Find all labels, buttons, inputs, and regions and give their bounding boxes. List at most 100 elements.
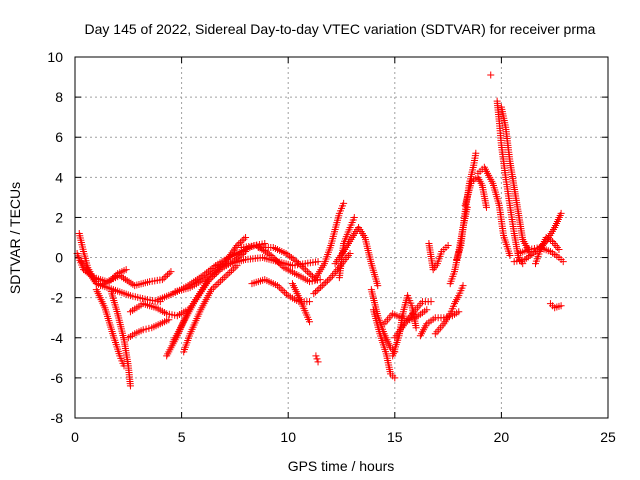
data-point-fill xyxy=(222,272,230,280)
data-point-fill xyxy=(238,237,246,245)
data-point-fill xyxy=(524,253,532,261)
y-tick-label: 6 xyxy=(55,129,63,145)
data-point xyxy=(459,282,467,290)
data-point-fill xyxy=(213,280,221,288)
data-point-fill xyxy=(286,252,294,260)
chart-title: Day 145 of 2022, Sidereal Day-to-day VTE… xyxy=(85,21,596,37)
data-point-fill xyxy=(160,274,168,282)
data-point-fill xyxy=(224,270,232,278)
data-point xyxy=(506,252,514,260)
data-point-fill xyxy=(228,249,236,257)
data-point-fill xyxy=(269,253,277,261)
x-tick-label: 20 xyxy=(494,429,510,445)
data-point-fill xyxy=(164,271,172,279)
data-point-fill xyxy=(523,254,531,262)
data-point-fill xyxy=(235,240,243,248)
data-point-fill xyxy=(323,277,331,285)
data-point-fill xyxy=(295,259,303,267)
data-point-fill xyxy=(407,311,415,319)
data-points xyxy=(73,71,567,390)
plot-frame xyxy=(74,56,609,419)
data-point xyxy=(557,302,565,310)
data-point-fill xyxy=(274,258,282,266)
data-point-fill xyxy=(218,275,226,283)
data-point xyxy=(139,326,147,334)
data-point xyxy=(233,242,241,250)
data-point-fill xyxy=(403,316,411,324)
y-tick-label: 10 xyxy=(47,49,63,65)
data-point-fill xyxy=(228,267,236,275)
y-axis-label: SDTVAR / TECUs xyxy=(7,182,23,294)
data-point xyxy=(455,308,463,316)
x-tick-label: 5 xyxy=(178,429,186,445)
data-point-fill xyxy=(211,282,219,290)
data-point-fill xyxy=(281,288,289,296)
data-point-fill xyxy=(162,272,170,280)
data-point-fill xyxy=(277,285,285,293)
data-point xyxy=(391,374,399,382)
data-point xyxy=(312,352,320,360)
data-point xyxy=(374,282,382,290)
data-point-fill xyxy=(311,288,319,296)
data-point xyxy=(423,306,431,314)
x-tick-label: 0 xyxy=(71,429,79,445)
data-point-fill xyxy=(325,275,333,283)
data-point-fill xyxy=(302,266,310,274)
data-point xyxy=(310,290,318,298)
data-point-fill xyxy=(230,245,238,253)
data-point xyxy=(444,242,452,250)
data-point-fill xyxy=(223,256,231,264)
data-point xyxy=(427,298,435,306)
data-point-fill xyxy=(278,262,286,270)
data-point xyxy=(340,199,348,207)
data-point-fill xyxy=(226,268,234,276)
data-point xyxy=(314,358,322,366)
data-point xyxy=(521,256,529,264)
data-point-fill xyxy=(209,284,217,292)
data-point xyxy=(274,282,282,290)
data-point-fill xyxy=(215,279,223,287)
data-point-fill xyxy=(227,251,235,259)
y-tick-label: 0 xyxy=(55,250,63,266)
data-point-fill xyxy=(229,265,237,273)
data-point xyxy=(555,246,563,254)
data-point-fill xyxy=(309,272,317,280)
data-point-fill xyxy=(298,263,306,271)
data-point-fill xyxy=(142,325,150,333)
data-point xyxy=(306,298,314,306)
data-point-fill xyxy=(530,249,538,257)
data-point-fill xyxy=(528,250,536,258)
data-point-fill xyxy=(296,261,304,269)
data-point xyxy=(267,252,275,260)
data-point xyxy=(318,282,326,290)
data-point xyxy=(242,234,250,241)
data-point xyxy=(314,258,322,266)
y-tick-label: 4 xyxy=(55,169,63,185)
x-tick-label: 25 xyxy=(600,429,616,445)
data-point-fill xyxy=(289,255,297,263)
data-point-fill xyxy=(307,271,315,279)
data-point-fill xyxy=(236,238,244,246)
data-point-fill xyxy=(315,285,323,293)
data-point xyxy=(482,203,490,211)
data-point-fill xyxy=(240,235,248,243)
data-point-fill xyxy=(305,269,313,277)
data-point-fill xyxy=(287,254,295,262)
data-point xyxy=(167,268,175,276)
data-point xyxy=(126,382,134,390)
data-point xyxy=(346,250,354,258)
data-point-fill xyxy=(165,269,173,277)
data-point-fill xyxy=(300,264,308,272)
y-tick-label: -2 xyxy=(51,290,64,306)
data-point xyxy=(303,268,311,276)
data-point xyxy=(559,258,567,266)
data-point xyxy=(487,71,495,79)
x-tick-label: 15 xyxy=(387,429,403,445)
data-point-fill xyxy=(409,309,417,317)
data-point-fill xyxy=(276,260,284,268)
data-point xyxy=(412,324,420,332)
y-tick-label: 2 xyxy=(55,209,63,225)
data-point-fill xyxy=(313,286,321,294)
data-point xyxy=(399,322,407,330)
